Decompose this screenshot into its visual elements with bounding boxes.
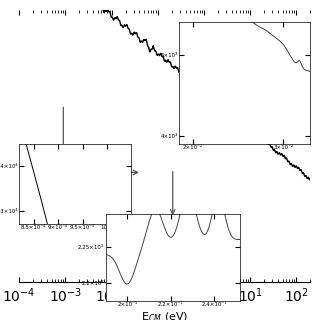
X-axis label: E$_{CM}$ (eV): E$_{CM}$ (eV) xyxy=(141,311,188,320)
